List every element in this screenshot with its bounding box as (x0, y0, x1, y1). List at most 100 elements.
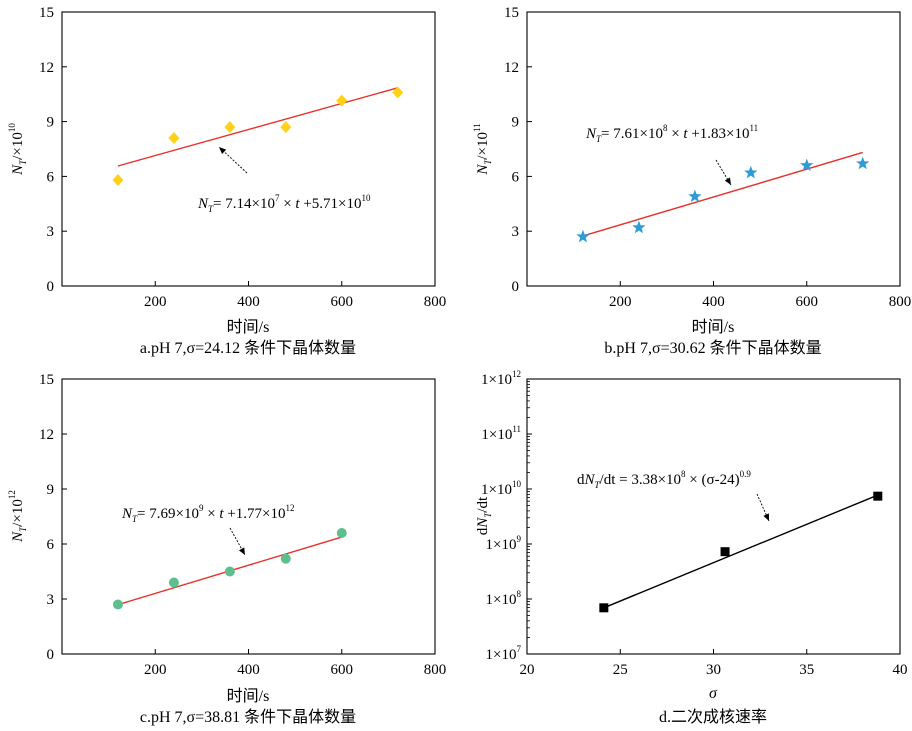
x-tick-label: 40 (893, 662, 908, 678)
y-tick-label: 1×1011 (481, 424, 521, 443)
equation-lhs: N (121, 506, 133, 522)
x-tick-label: 200 (144, 662, 167, 678)
y-tick-base: 1×10 (481, 427, 512, 443)
y-tick-label: 1×107 (486, 644, 522, 663)
y-tick-label: 9 (47, 115, 55, 131)
equation-part: = 7.14×10 (213, 196, 275, 212)
y-tick-label: 0 (47, 647, 55, 663)
data-point (112, 599, 123, 610)
y-tick-base: 1×10 (481, 372, 512, 388)
y-label-rest: /×10 (10, 499, 26, 527)
y-tick-label: 1×1010 (481, 479, 521, 498)
y-label-exponent: 10 (7, 123, 17, 133)
x-tick-label: 20 (520, 662, 535, 678)
arrow-head (238, 547, 245, 555)
plot-frame (526, 11, 901, 287)
fit-equation: dNT/dt = 3.38×108 × (σ-24)0.9 (577, 469, 751, 490)
x-tick-label: 600 (331, 294, 354, 310)
plot-frame (526, 378, 901, 655)
y-tick-label: 6 (47, 169, 55, 185)
y-tick-base: 1×10 (481, 482, 512, 498)
equation-part: +1.83×10 (688, 126, 750, 142)
x-tick-label: 600 (331, 662, 354, 678)
equation-exponent: 9 (199, 503, 204, 513)
y-label-rest: /×10 (475, 132, 491, 160)
equation-part: × (279, 196, 295, 212)
plot-frame (61, 11, 436, 287)
equation-variable: t (295, 196, 300, 212)
y-tick-exponent: 12 (512, 369, 521, 379)
data-point (720, 547, 730, 557)
fit-equation: NT= 7.61×108 × t +1.83×1011 (585, 123, 758, 144)
y-label-subscript: T (483, 512, 493, 518)
y-tick-label: 12 (39, 427, 54, 443)
y-label-exponent: 12 (7, 490, 17, 499)
y-tick-label: 0 (512, 279, 520, 295)
y-label-base: N (475, 517, 491, 529)
x-axis-label: σ (709, 685, 718, 702)
equation-lhs-prefix: d (577, 472, 585, 488)
equation-part: × (667, 126, 683, 142)
equation-exponent: 8 (663, 123, 668, 133)
data-point (224, 121, 236, 134)
equation-part: = 7.69×10 (137, 506, 199, 522)
y-axis-label: NT/×1011 (472, 123, 493, 175)
equation-lhs: N (197, 196, 209, 212)
y-tick-label: 0 (47, 279, 55, 295)
y-tick-exponent: 8 (517, 589, 522, 599)
equation-part: /dt = 3.38×10 (600, 472, 682, 488)
panel-caption: b.pH 7,σ=30.62 条件下晶体数量 (604, 339, 821, 357)
data-point (280, 553, 291, 564)
data-point (632, 220, 646, 234)
equation-variable: t (683, 126, 688, 142)
x-tick-label: 400 (237, 662, 260, 678)
equation-part: × (686, 472, 702, 488)
y-tick-exponent: 10 (512, 479, 522, 489)
data-point (576, 229, 590, 243)
fit-equation: NT= 7.69×109 × t +1.77×1012 (121, 503, 295, 524)
x-tick-label: 400 (702, 294, 725, 310)
y-label-subscript: T (18, 159, 28, 165)
equation-part: = 7.61×10 (601, 126, 663, 142)
equation-exponent: 7 (275, 193, 280, 203)
equation-exponent: 0.9 (740, 469, 752, 479)
y-tick-label: 15 (39, 372, 54, 388)
fit-line (603, 494, 879, 609)
y-tick-base: 1×10 (486, 537, 517, 553)
equation-lhs-subscript: T (596, 134, 602, 144)
equation-part: +5.71×10 (300, 196, 362, 212)
equation-lhs: N (585, 126, 597, 142)
equation-lhs: N (584, 472, 596, 488)
panel-caption: c.pH 7,σ=38.81 条件下晶体数量 (140, 708, 356, 726)
data-point (800, 158, 814, 172)
panel-caption: d.二次成核速率 (659, 708, 767, 726)
equation-lhs-subscript: T (595, 480, 601, 490)
y-tick-label: 3 (512, 224, 520, 240)
y-tick-label: 12 (504, 60, 519, 76)
fit-line (117, 87, 398, 167)
y-label-exponent: 11 (472, 123, 482, 132)
x-axis-label: 时间/s (227, 318, 270, 336)
y-tick-label: 6 (512, 169, 520, 185)
y-label-rest: /dt (475, 496, 491, 513)
y-label-subscript: T (483, 159, 493, 165)
y-tick-label: 15 (504, 5, 519, 21)
equation-lhs-subscript: T (208, 204, 214, 214)
x-axis-label: 时间/s (227, 687, 270, 705)
data-point (392, 86, 404, 99)
y-tick-label: 9 (47, 482, 55, 498)
x-tick-label: 35 (799, 662, 814, 678)
y-tick-label: 15 (39, 5, 54, 21)
equation-part: × (203, 506, 219, 522)
y-tick-label: 12 (39, 60, 54, 76)
x-tick-label: 800 (889, 294, 912, 310)
y-tick-label: 1×1012 (481, 369, 521, 388)
arrow-head (763, 513, 769, 521)
data-point (168, 132, 180, 145)
data-point (224, 566, 235, 577)
y-tick-label: 1×109 (486, 534, 522, 553)
y-axis-label: NT/×1010 (7, 123, 28, 176)
y-tick-exponent: 9 (517, 534, 522, 544)
